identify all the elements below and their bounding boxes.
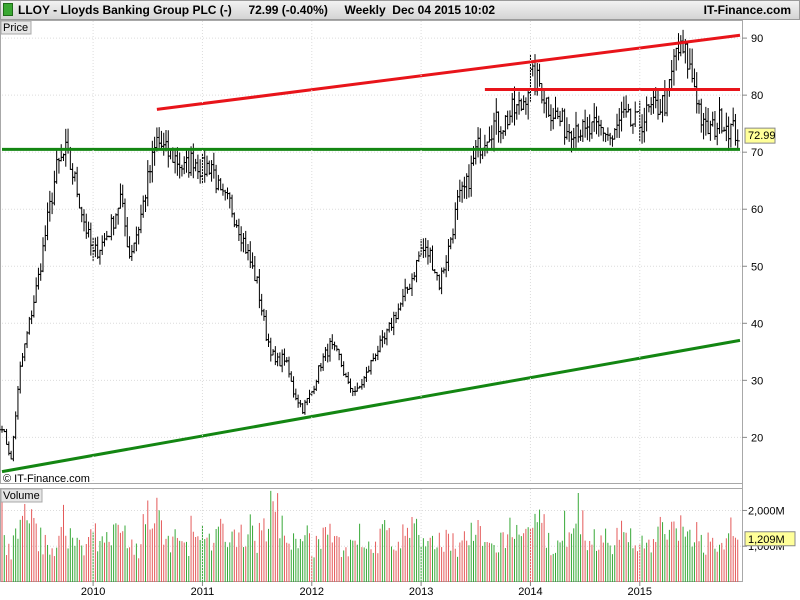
volume-tick-label: 2,000M [748, 505, 785, 517]
price-tick-label: 20 [751, 432, 763, 444]
price-tick-label: 80 [751, 90, 763, 102]
last-price-value: 72.99 [748, 130, 776, 142]
price-panel-label: Price [3, 22, 28, 34]
x-tick-label: 2010 [81, 586, 105, 598]
volume-panel-label: Volume [3, 490, 40, 502]
price-tick-label: 60 [751, 204, 763, 216]
price-tick-label: 40 [751, 318, 763, 330]
price-y-axis: 90 80 70 60 50 40 30 20 [742, 33, 763, 444]
x-tick-label: 2011 [191, 586, 215, 598]
price-tick-label: 30 [751, 375, 763, 387]
x-tick-label: 2014 [518, 586, 542, 598]
price-tick-label: 50 [751, 261, 763, 273]
x-tick-label: 2012 [300, 586, 324, 598]
watermark: © IT-Finance.com [3, 473, 90, 485]
price-tick-label: 70 [751, 147, 763, 159]
x-tick-label: 2015 [628, 586, 652, 598]
last-volume-value: 1,209M [748, 534, 785, 546]
price-tick-label: 90 [751, 33, 763, 45]
x-tick-label: 2013 [409, 586, 433, 598]
